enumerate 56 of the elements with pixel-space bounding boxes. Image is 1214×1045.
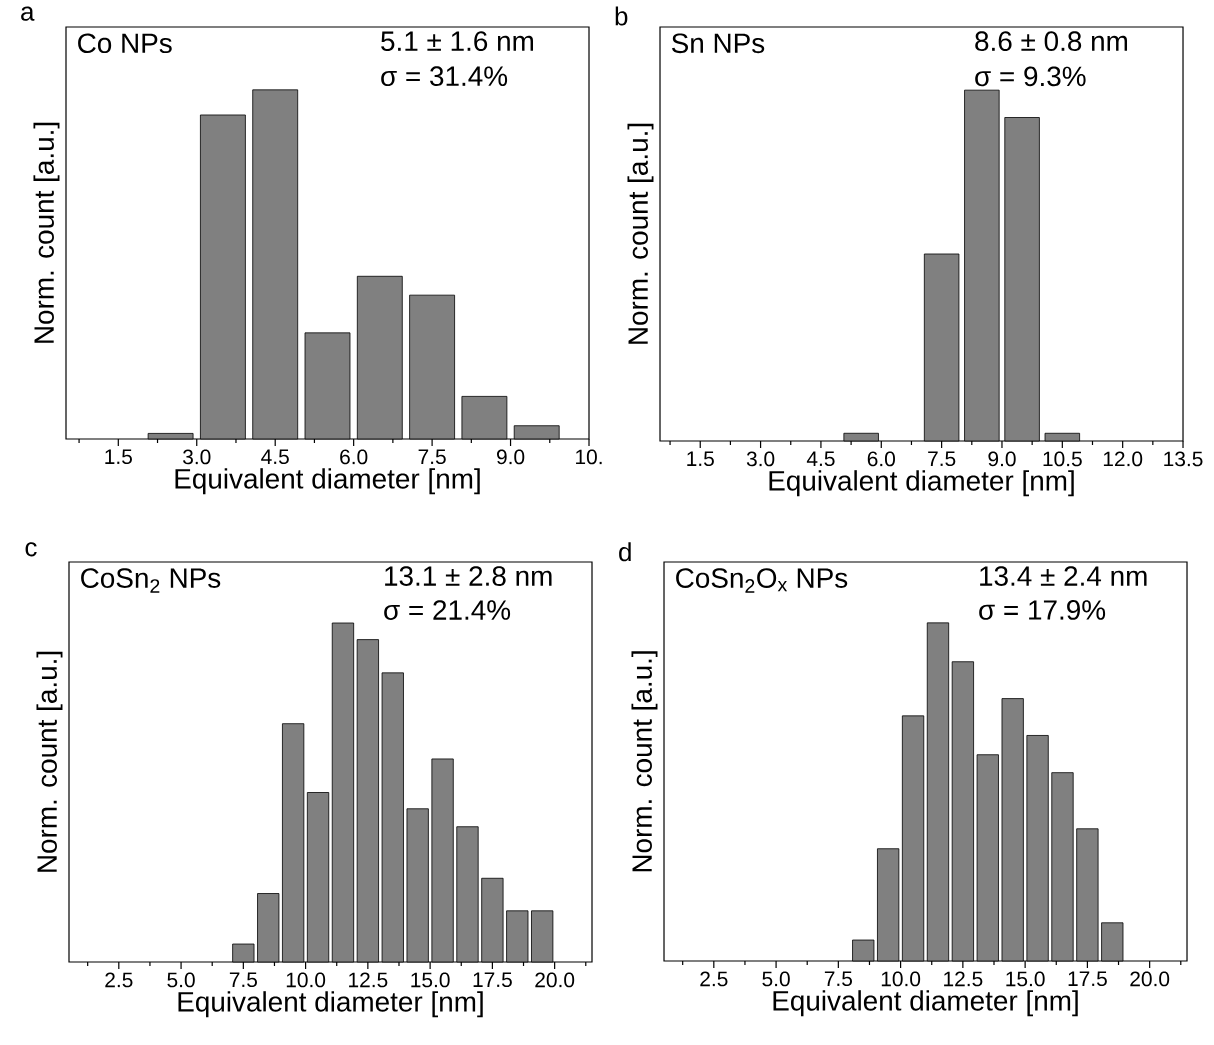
chart-title: Sn NPs [671,33,765,54]
text: σ = 9.3% [975,66,1086,87]
x-tick-label: 2.5 [700,971,728,987]
text: σ = 31.4% [381,66,508,87]
y-axis-title: Norm. count [a.u.] [33,122,60,343]
x-tick-label: 2.5 [105,972,133,988]
y-axis-title: Norm. count [a.u.] [627,123,654,344]
x-tick-label: 10.0 [881,971,921,987]
x-axis-title: Equivalent diameter [nm] [175,468,480,495]
text: σ = 21.4% [384,600,511,620]
text: c [25,542,37,557]
chart-title: Co NPs [78,33,172,54]
x-tick-label: 3.0 [746,451,775,467]
x-tick-label: 17.5 [473,972,512,988]
x-tick-label: 20.0 [535,972,575,988]
x-tick-label: 4.5 [806,451,835,467]
x-tick-label: 12.0 [1103,451,1143,467]
x-tick-label: 17.5 [1068,971,1107,987]
x-tick-label: 7.5 [928,451,956,467]
x-tick-label: 7.5 [418,449,446,465]
x-tick-label: 10.0 [286,972,326,988]
x-tick-label: 7.5 [824,971,852,987]
x-tick-label: 5.0 [167,972,195,988]
text: 13.4 ± 2.4 nm [980,566,1147,586]
text: 8.6 ± 0.8 nm [975,31,1128,52]
x-tick-label: 5.0 [762,971,790,987]
x-tick-label: 7.5 [229,972,257,988]
x-tick-label: 10.5 [1043,451,1082,467]
x-tick-label: 4.5 [261,449,289,465]
x-tick-label: 15.0 [411,972,450,988]
x-tick-label: 6.0 [340,449,368,465]
x-tick-label: 10. [576,449,602,465]
x-tick-label: 9.0 [988,451,1016,467]
text: d [619,542,631,562]
x-axis-title: Equivalent diameter [nm] [769,470,1074,497]
chart-title: CoSn$_{2}$O$_{x}$ NPs [676,568,848,593]
text: 5.1 ± 1.6 nm [381,31,534,52]
x-tick-label: 1.5 [105,449,132,465]
text: a [21,6,35,21]
y-axis-title: Norm. count [a.u.] [36,651,63,872]
x-tick-label: 9.0 [497,449,525,465]
x-tick-label: 20.0 [1130,971,1170,987]
x-tick-label: 1.5 [687,451,714,467]
text: b [615,6,628,26]
chart-title: CoSn$_{2}$ NPs [81,568,221,593]
text: 13.1 ± 2.8 nm [385,566,552,586]
x-tick-label: 12.5 [944,971,983,987]
x-axis-title: Equivalent diameter [nm] [178,991,483,1018]
text: σ = 17.9% [979,600,1106,620]
x-tick-label: 13.5 [1164,451,1203,467]
x-tick-label: 12.5 [349,972,388,988]
y-axis-title: Norm. count [a.u.] [631,651,658,872]
x-tick-label: 3.0 [183,449,211,465]
x-axis-title: Equivalent diameter [nm] [773,990,1078,1017]
x-tick-label: 6.0 [867,451,895,467]
x-tick-label: 15.0 [1006,971,1045,987]
